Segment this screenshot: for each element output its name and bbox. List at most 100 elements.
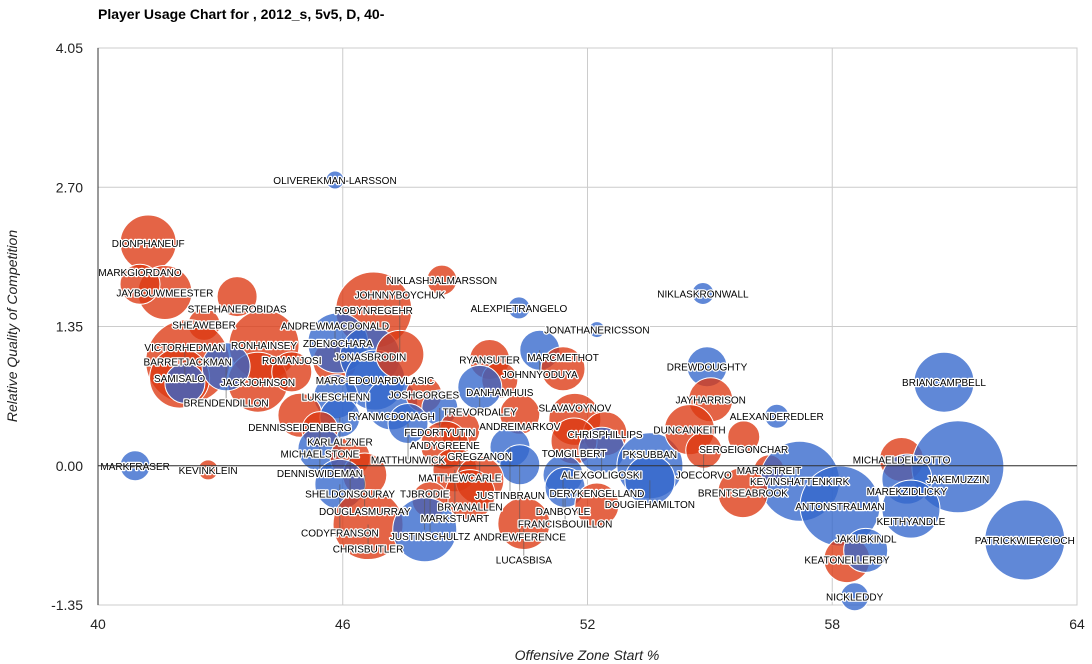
bubble-label: ANDREIMARKOV	[479, 422, 560, 433]
bubble-oliverekman-larsson[interactable]	[325, 170, 345, 190]
bubble-label: TJBRODIE	[400, 490, 450, 501]
bubble-label: SAMISALO	[154, 374, 205, 385]
bubble-label: ROBYNREGEHR	[335, 306, 413, 317]
bubble-label: JAYHARRISON	[675, 396, 745, 407]
bubble-label: ANDYGREENE	[410, 441, 480, 452]
chart-title: Player Usage Chart for , 2012_s, 5v5, D,…	[98, 6, 385, 22]
bubble-label: DANHAMHUIS	[466, 388, 534, 399]
y-tick-label: 0.00	[56, 458, 83, 474]
bubble-label: DENNISWIDEMAN	[277, 469, 363, 480]
bubble-briancampbell[interactable]	[913, 351, 975, 413]
bubble-label: RYANMCDONAGH	[349, 412, 435, 423]
bubble-stephanerobidas[interactable]	[216, 276, 258, 318]
bubble-label: BRYANALLEN	[437, 503, 502, 514]
bubble-label: DIONPHANEUF	[112, 239, 185, 250]
bubble-label: OLIVEREKMAN-LARSSON	[273, 176, 396, 187]
bubble-label: JOHNNYBOYCHUK	[355, 290, 446, 301]
bubble-label: ALEXPIETRANGELO	[471, 304, 568, 315]
bubble-label: ALEXANDEREDLER	[730, 412, 824, 423]
bubble-label: MICHAELSTONE	[281, 450, 360, 461]
bubble-label: RYANSUTER	[459, 356, 520, 367]
bubble-label: TOMGILBERT	[542, 449, 607, 460]
bubble-label: SHELDONSOURAY	[305, 489, 395, 500]
bubble-label: KARLALZNER	[307, 437, 373, 448]
bubble-markgiordano[interactable]	[119, 263, 161, 305]
bubble-label: DANBOYLE	[536, 507, 591, 518]
bubble-label: JONASBRODIN	[334, 352, 406, 363]
bubble-label: GREGZANON	[448, 452, 512, 463]
bubble-label: ALEXGOLIGOSKI	[561, 470, 642, 481]
bubble-jakubkindl[interactable]	[843, 527, 889, 573]
bubble-marcmethot[interactable]	[540, 346, 586, 392]
bubble-label: NIKLASHJALMARSSON	[387, 276, 498, 287]
bubble-keithyandle[interactable]	[881, 479, 941, 539]
bubble-label: MARKSTREIT	[737, 466, 801, 477]
bubble-label: TREVORDALEY	[443, 407, 518, 418]
bubble-label: NICKLEDDY	[826, 593, 884, 604]
bubble-label: MARKSTUART	[421, 514, 490, 525]
bubble-nickleddy[interactable]	[840, 582, 870, 612]
bubble-label: PATRICKWIERCIOCH	[975, 536, 1075, 547]
bubble-derykengelland[interactable]	[574, 482, 620, 528]
bubble-label: DENNISSEIDENBERG	[248, 423, 352, 434]
bubble-label: JAKEMUZZIN	[926, 475, 989, 486]
bubble-label: DOUGIEHAMILTON	[605, 500, 695, 511]
label-leader-lines	[184, 294, 705, 560]
bubble-niklashjalmarsson[interactable]	[426, 264, 458, 296]
bubble-jonathanericsson[interactable]	[588, 321, 606, 339]
bubble-label: JAYBOUWMEESTER	[116, 288, 213, 299]
bubble-label: BRIANCAMPBELL	[902, 378, 986, 389]
bubble-romanjosi[interactable]	[271, 351, 313, 393]
bubble-label: ROMANJOSI	[262, 356, 321, 367]
bubble-labels: OLIVEREKMAN-LARSSON DIONPHANEUF JAYBOUWMEE…	[97, 175, 1076, 605]
y-tick-label: 2.70	[56, 179, 83, 195]
bubble-label: MARKFRASER	[100, 462, 169, 473]
y-tick-label: 1.35	[56, 319, 83, 335]
bubble-label: KEITHYANDLE	[877, 517, 946, 528]
bubble-label: MARC-EDOUARDVLASIC	[316, 376, 434, 387]
bubble-label: RONHAINSEY	[231, 341, 297, 352]
bubble-label: JAKUBKINDL	[835, 534, 897, 545]
bubble-brentseabrook[interactable]	[717, 467, 769, 519]
bubble-label: LUKESCHENN	[302, 393, 370, 404]
x-tick-label: 52	[580, 616, 596, 632]
bubble-label: SERGEIGONCHAR	[699, 445, 788, 456]
bubble-label: JACKJOHNSON	[221, 378, 295, 389]
bubble-patrickwiercioch[interactable]	[984, 499, 1066, 581]
bubble-alexpietrangelo[interactable]	[507, 296, 531, 320]
axes: 40 46 52 58 64 4.05 2.70 1.35 0.00 -1.35	[51, 40, 1085, 632]
bubble-label: LUCASBISA	[496, 556, 552, 567]
bubble-label: CHRISPHILLIPS	[568, 430, 643, 441]
y-tick-label: 4.05	[56, 40, 83, 56]
bubble-label: DUNCANKEITH	[653, 426, 725, 437]
bubble-label: JUSTINSCHULTZ	[390, 532, 470, 543]
bubble-label: MICHAELDELZOTTO	[853, 456, 951, 467]
y-tick-label: -1.35	[51, 597, 83, 613]
bubble-label: PKSUBBAN	[623, 450, 677, 461]
bubble-label: JONATHANERICSSON	[544, 326, 649, 337]
bubble-label: BRENTSEABROOK	[698, 489, 788, 500]
bubble-label: SHEAWEBER	[172, 320, 236, 331]
bubble-label: JOHNNYODUYA	[502, 370, 578, 381]
bubble-label: JOECORVO	[676, 470, 732, 481]
bubble-label: BRENDENDILLON	[184, 399, 269, 410]
bubble-label: ANTONSTRALMAN	[795, 502, 884, 513]
bubble-label: DREWDOUGHTY	[667, 363, 748, 374]
bubble-alexanderedler[interactable]	[764, 403, 790, 429]
bubble-label: STEPHANEROBIDAS	[188, 305, 287, 316]
bubble-kevinklein[interactable]	[197, 459, 219, 481]
bubble-sergeigonchar[interactable]	[727, 420, 761, 454]
bubble-label: MARCMETHOT	[527, 353, 599, 364]
x-tick-label: 64	[1069, 616, 1085, 632]
bubble-label: ANDREWFERENCE	[474, 533, 567, 544]
bubble-label: DERYKENGELLAND	[549, 489, 644, 500]
bubble-niklaskronwall[interactable]	[691, 281, 715, 305]
bubble-label: NIKLASKRONWALL	[657, 289, 749, 300]
bubble-label: SLAVAVOYNOV	[538, 403, 611, 414]
bubble-label: CODYFRANSON	[301, 528, 379, 539]
bubble-label: KEATONELLERBY	[804, 556, 890, 567]
bubble-label: MATTHEWCARLE	[418, 474, 501, 485]
bubble-label: FEDORTYUTIN	[404, 428, 475, 439]
